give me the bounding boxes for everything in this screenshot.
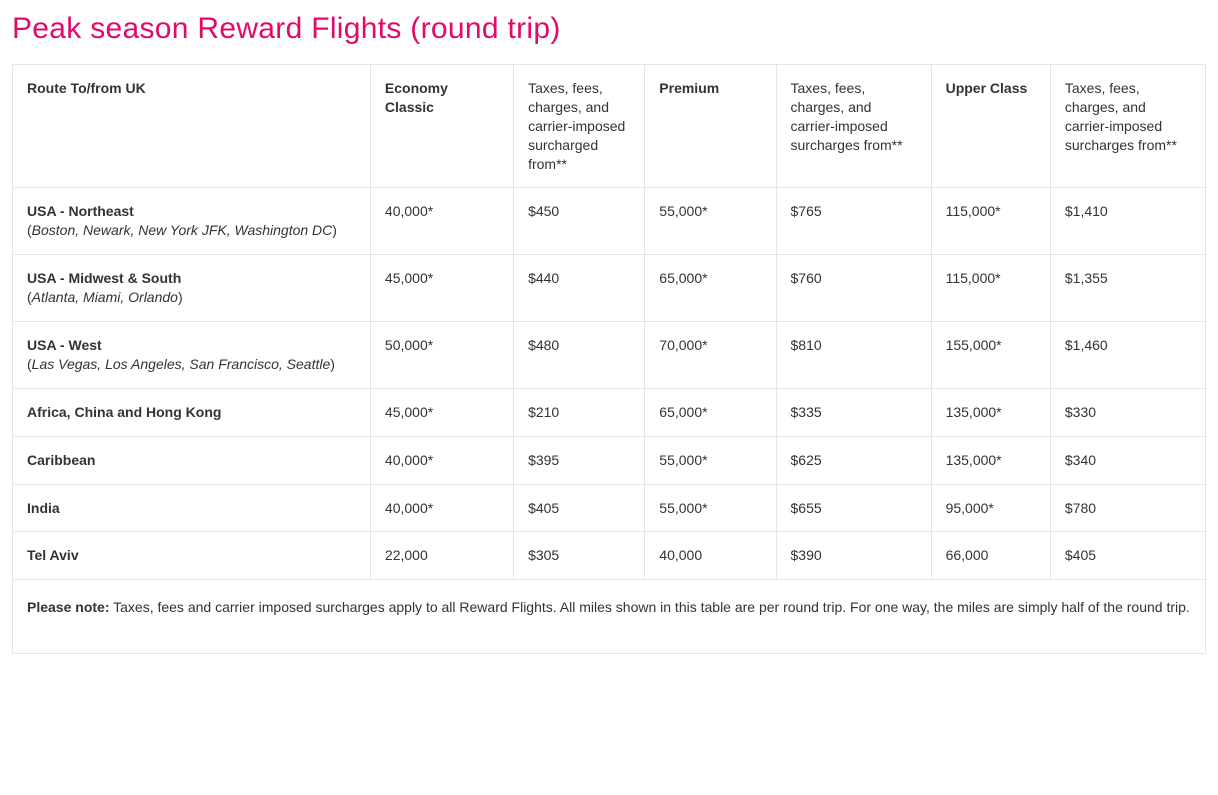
route-cities-wrap: (Boston, Newark, New York JFK, Washingto… bbox=[27, 222, 337, 238]
cell-tax3: $1,410 bbox=[1050, 188, 1205, 255]
cell-premium: 55,000* bbox=[645, 188, 776, 255]
cell-tax2: $335 bbox=[776, 388, 931, 436]
cell-tax2: $655 bbox=[776, 484, 931, 532]
col-route: Route To/from UK bbox=[13, 65, 371, 188]
note-text: Taxes, fees and carrier imposed surcharg… bbox=[109, 599, 1189, 615]
col-upper: Upper Class bbox=[931, 65, 1050, 188]
route-cities: Boston, Newark, New York JFK, Washington… bbox=[32, 222, 333, 238]
table-row: Africa, China and Hong Kong 45,000*$21065… bbox=[13, 388, 1206, 436]
cell-tax1: $305 bbox=[514, 532, 645, 580]
cell-tax2: $625 bbox=[776, 436, 931, 484]
col-premium: Premium bbox=[645, 65, 776, 188]
cell-upper: 135,000* bbox=[931, 388, 1050, 436]
cell-economy: 40,000* bbox=[370, 484, 513, 532]
cell-upper: 155,000* bbox=[931, 322, 1050, 389]
cell-route: Caribbean bbox=[13, 436, 371, 484]
cell-route: India bbox=[13, 484, 371, 532]
cell-tax2: $810 bbox=[776, 322, 931, 389]
note-label: Please note: bbox=[27, 599, 109, 615]
cell-economy: 40,000* bbox=[370, 188, 513, 255]
cell-route: USA - West (Las Vegas, Los Angeles, San F… bbox=[13, 322, 371, 389]
cell-upper: 115,000* bbox=[931, 188, 1050, 255]
cell-tax3: $780 bbox=[1050, 484, 1205, 532]
cell-premium: 40,000 bbox=[645, 532, 776, 580]
cell-tax3: $330 bbox=[1050, 388, 1205, 436]
route-region: Tel Aviv bbox=[27, 547, 79, 563]
cell-economy: 45,000* bbox=[370, 388, 513, 436]
route-region: India bbox=[27, 500, 60, 516]
cell-tax1: $210 bbox=[514, 388, 645, 436]
cell-tax3: $1,355 bbox=[1050, 255, 1205, 322]
table-row: USA - Northeast (Boston, Newark, New York… bbox=[13, 188, 1206, 255]
cell-premium: 55,000* bbox=[645, 436, 776, 484]
cell-tax2: $760 bbox=[776, 255, 931, 322]
cell-tax1: $440 bbox=[514, 255, 645, 322]
route-region: USA - Midwest & South bbox=[27, 270, 181, 286]
cell-route: Africa, China and Hong Kong bbox=[13, 388, 371, 436]
cell-economy: 22,000 bbox=[370, 532, 513, 580]
cell-economy: 50,000* bbox=[370, 322, 513, 389]
cell-upper: 95,000* bbox=[931, 484, 1050, 532]
cell-upper: 66,000 bbox=[931, 532, 1050, 580]
cell-premium: 70,000* bbox=[645, 322, 776, 389]
cell-tax3: $340 bbox=[1050, 436, 1205, 484]
route-cities: Atlanta, Miami, Orlando bbox=[32, 289, 178, 305]
cell-tax1: $395 bbox=[514, 436, 645, 484]
cell-tax3: $1,460 bbox=[1050, 322, 1205, 389]
cell-tax1: $450 bbox=[514, 188, 645, 255]
cell-upper: 115,000* bbox=[931, 255, 1050, 322]
col-economy: Economy Classic bbox=[370, 65, 513, 188]
table-row: Caribbean 40,000*$39555,000*$625135,000*$… bbox=[13, 436, 1206, 484]
cell-economy: 40,000* bbox=[370, 436, 513, 484]
table-header-row: Route To/from UK Economy Classic Taxes, … bbox=[13, 65, 1206, 188]
cell-tax1: $480 bbox=[514, 322, 645, 389]
col-taxes-upper: Taxes, fees, charges, and carrier-impose… bbox=[1050, 65, 1205, 188]
cell-premium: 55,000* bbox=[645, 484, 776, 532]
cell-route: Tel Aviv bbox=[13, 532, 371, 580]
route-region: USA - Northeast bbox=[27, 203, 134, 219]
col-taxes-economy: Taxes, fees, charges, and carrier-impose… bbox=[514, 65, 645, 188]
cell-route: USA - Midwest & South (Atlanta, Miami, Or… bbox=[13, 255, 371, 322]
table-note: Please note: Taxes, fees and carrier imp… bbox=[13, 580, 1206, 654]
cell-upper: 135,000* bbox=[931, 436, 1050, 484]
route-cities: Las Vegas, Los Angeles, San Francisco, S… bbox=[32, 356, 331, 372]
col-taxes-premium: Taxes, fees, charges, and carrier-impose… bbox=[776, 65, 931, 188]
route-region: USA - West bbox=[27, 337, 102, 353]
cell-tax1: $405 bbox=[514, 484, 645, 532]
route-region: Africa, China and Hong Kong bbox=[27, 404, 221, 420]
page-title: Peak season Reward Flights (round trip) bbox=[12, 12, 1206, 46]
cell-economy: 45,000* bbox=[370, 255, 513, 322]
cell-tax2: $765 bbox=[776, 188, 931, 255]
table-row: USA - West (Las Vegas, Los Angeles, San F… bbox=[13, 322, 1206, 389]
cell-tax3: $405 bbox=[1050, 532, 1205, 580]
route-region: Caribbean bbox=[27, 452, 95, 468]
table-row: Tel Aviv 22,000$30540,000$39066,000$405 bbox=[13, 532, 1206, 580]
reward-flights-table: Route To/from UK Economy Classic Taxes, … bbox=[12, 64, 1206, 654]
table-note-row: Please note: Taxes, fees and carrier imp… bbox=[13, 580, 1206, 654]
cell-tax2: $390 bbox=[776, 532, 931, 580]
cell-premium: 65,000* bbox=[645, 255, 776, 322]
cell-route: USA - Northeast (Boston, Newark, New York… bbox=[13, 188, 371, 255]
route-cities-wrap: (Las Vegas, Los Angeles, San Francisco, … bbox=[27, 356, 335, 372]
table-row: USA - Midwest & South (Atlanta, Miami, Or… bbox=[13, 255, 1206, 322]
table-row: India 40,000*$40555,000*$65595,000*$780 bbox=[13, 484, 1206, 532]
route-cities-wrap: (Atlanta, Miami, Orlando) bbox=[27, 289, 183, 305]
cell-premium: 65,000* bbox=[645, 388, 776, 436]
